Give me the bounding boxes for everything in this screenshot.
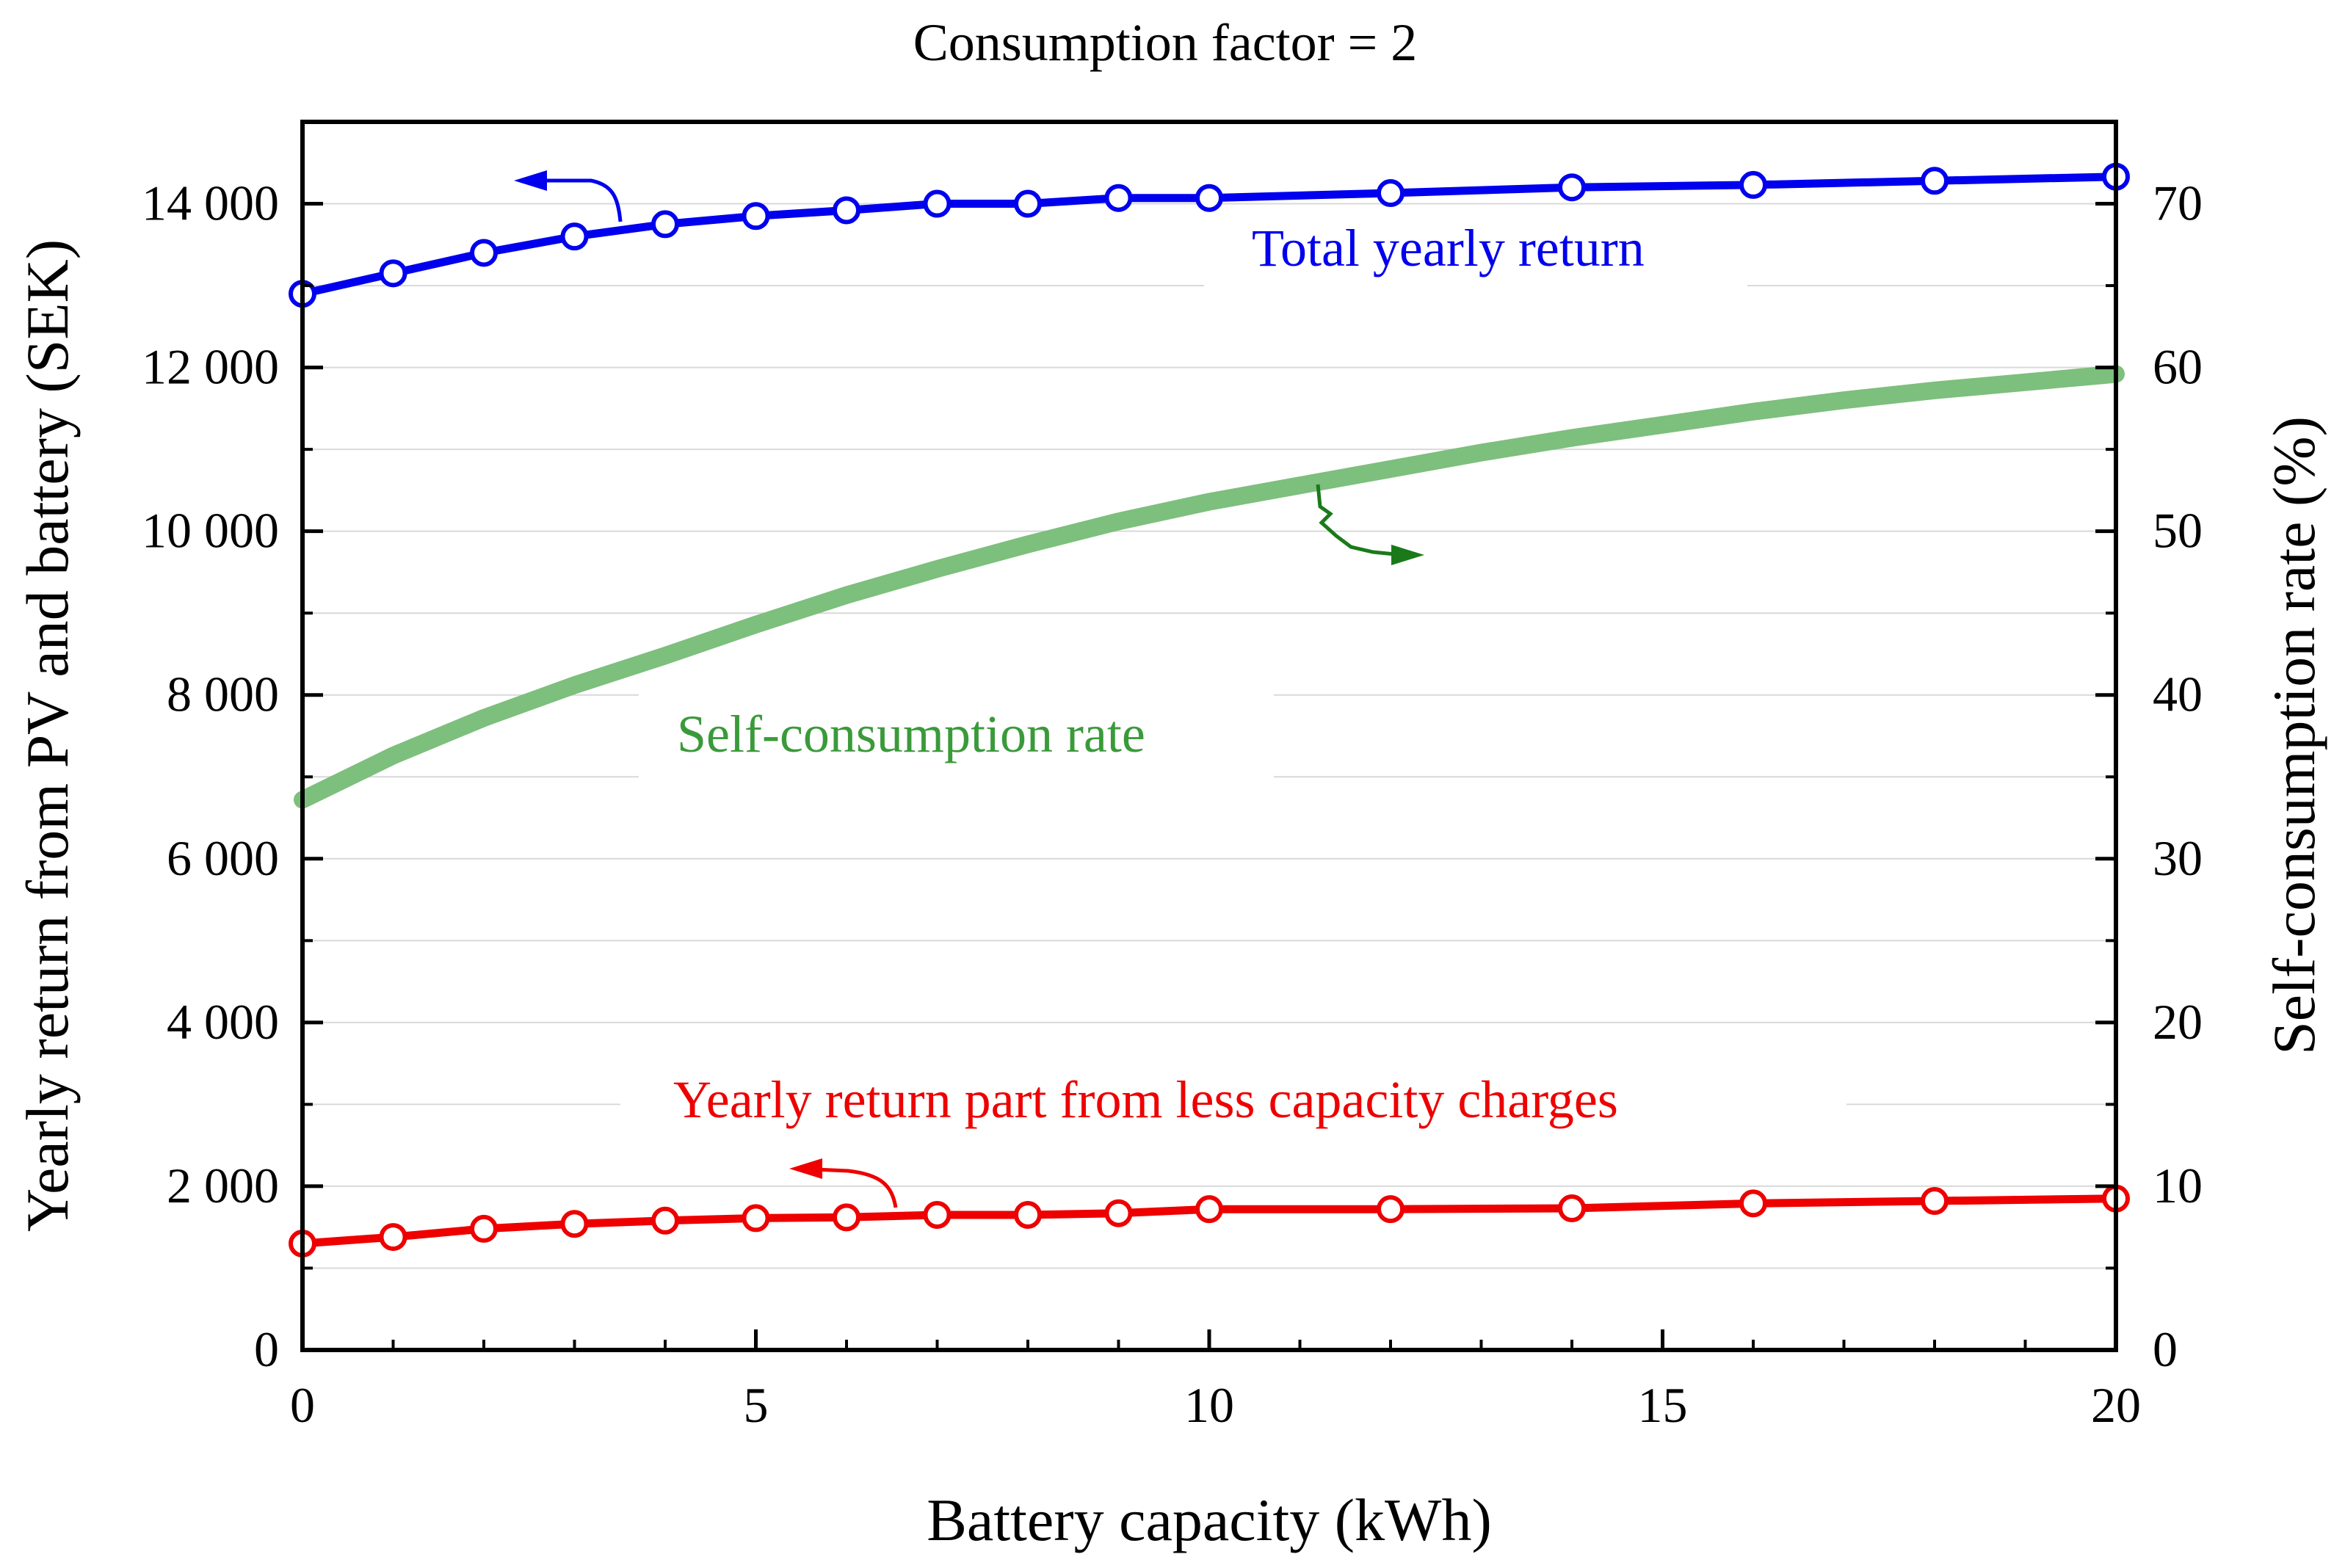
data-point-total-yearly-return — [923, 189, 952, 218]
red-axis-arrow — [789, 1158, 898, 1208]
y-right-tick-label: 70 — [2153, 175, 2203, 231]
data-point-yearly-return-part-from-less-capacity-charges — [1558, 1194, 1586, 1223]
data-point-total-yearly-return — [651, 210, 679, 239]
data-point-total-yearly-return — [560, 222, 589, 251]
y-right-tick-label: 10 — [2153, 1158, 2203, 1213]
data-point-total-yearly-return — [470, 239, 498, 267]
series-line-self-consumption-rate — [294, 365, 2125, 809]
x-axis-label: Battery capacity (kWh) — [927, 1487, 1492, 1553]
data-point-yearly-return-part-from-less-capacity-charges — [1014, 1200, 1042, 1229]
data-point-yearly-return-part-from-less-capacity-charges — [923, 1200, 952, 1229]
chart-title: Consumption factor = 2 — [913, 13, 1418, 72]
data-point-yearly-return-part-from-less-capacity-charges — [470, 1214, 498, 1243]
data-point-yearly-return-part-from-less-capacity-charges — [1195, 1195, 1223, 1224]
data-point-total-yearly-return — [379, 259, 407, 288]
data-point-total-yearly-return — [742, 202, 770, 231]
annotation-backgrounds — [620, 209, 1846, 1149]
y-right-tick-label: 0 — [2153, 1321, 2178, 1377]
y-left-tick-label: 4 000 — [167, 994, 279, 1050]
data-point-total-yearly-return — [1921, 167, 1949, 195]
y-right-tick-label: 30 — [2153, 830, 2203, 886]
data-point-yearly-return-part-from-less-capacity-charges — [742, 1204, 770, 1233]
y-axis-left-label: Yearly return from PV and battery (SEK) — [14, 239, 81, 1232]
y-left-tick-label: 14 000 — [142, 175, 279, 231]
data-point-total-yearly-return — [1104, 184, 1133, 212]
data-point-total-yearly-return — [1558, 173, 1586, 202]
blue-axis-arrow — [514, 170, 623, 222]
y-right-tick-label: 20 — [2153, 994, 2203, 1050]
y-left-tick-label: 10 000 — [142, 503, 279, 559]
y-right-tick-label: 60 — [2153, 339, 2203, 395]
data-point-total-yearly-return — [1014, 189, 1042, 218]
annotation-total-yearly-return: Total yearly return — [1252, 219, 1645, 277]
y-left-tick-label: 12 000 — [142, 339, 279, 395]
series-line-yearly-return-part-from-less-capacity-charges — [298, 1194, 2120, 1248]
y-left-tick-label: 2 000 — [167, 1158, 279, 1213]
y-left-tick-label: 0 — [254, 1321, 279, 1377]
data-point-total-yearly-return — [1739, 170, 1767, 199]
y-left-tick-label: 6 000 — [167, 830, 279, 886]
y-left-tick-label: 8 000 — [167, 667, 279, 722]
data-point-total-yearly-return — [1377, 179, 1405, 208]
x-tick-label: 15 — [1638, 1377, 1688, 1433]
data-point-yearly-return-part-from-less-capacity-charges — [1921, 1187, 1949, 1216]
x-tick-label: 10 — [1184, 1377, 1234, 1433]
data-point-yearly-return-part-from-less-capacity-charges — [379, 1223, 407, 1252]
y-right-tick-label: 40 — [2153, 667, 2203, 722]
x-tick-label: 0 — [290, 1377, 315, 1433]
data-point-yearly-return-part-from-less-capacity-charges — [1104, 1199, 1133, 1227]
annotation-self-consumption-rate: Self-consumption rate — [677, 705, 1145, 763]
data-point-total-yearly-return — [1195, 184, 1223, 212]
data-point-yearly-return-part-from-less-capacity-charges — [651, 1206, 679, 1235]
data-point-total-yearly-return — [833, 196, 860, 225]
x-tick-label: 20 — [2091, 1377, 2141, 1433]
green-axis-arrow — [1316, 484, 1424, 565]
x-tick-label: 5 — [744, 1377, 769, 1433]
data-point-yearly-return-part-from-less-capacity-charges — [1739, 1189, 1767, 1218]
data-point-yearly-return-part-from-less-capacity-charges — [833, 1203, 860, 1232]
y-right-tick-label: 50 — [2153, 503, 2203, 559]
series-line-total-yearly-return — [298, 173, 2120, 298]
data-point-yearly-return-part-from-less-capacity-charges — [1377, 1195, 1405, 1224]
annotation-capacity-charges: Yearly return part from less capacity ch… — [673, 1070, 1618, 1129]
data-point-yearly-return-part-from-less-capacity-charges — [560, 1210, 589, 1238]
y-axis-right-label: Self-consumption rate (%) — [2261, 416, 2327, 1055]
